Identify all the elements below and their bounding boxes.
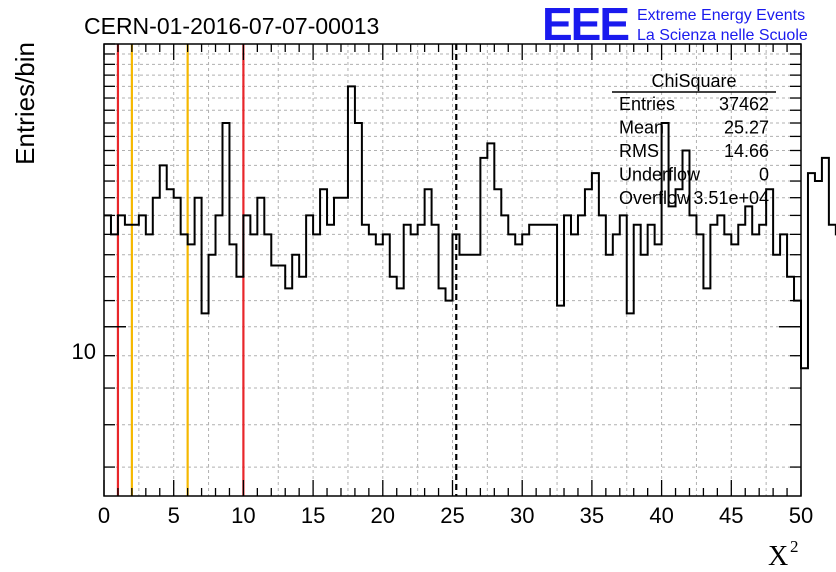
y-axis-label: Entries/bin [10,42,40,165]
x-tick-label: 5 [168,503,180,528]
x-tick-label: 0 [98,503,110,528]
marker-lines [116,44,458,496]
x-tick-label: 30 [510,503,534,528]
stats-row-value: 0 [759,165,769,185]
x-tick-label: 20 [371,503,395,528]
stats-row-label: Overflow [619,188,691,208]
logo-letters: EEE [542,0,628,50]
x-tick-label: 25 [440,503,464,528]
x-tick-label: 50 [789,503,813,528]
stats-row-label: RMS [619,141,659,161]
stats-row-value: 37462 [719,94,769,114]
stats-row-value: 14.66 [724,141,769,161]
x-axis-label-superscript: 2 [790,537,799,556]
logo-line-2: La Scienza nelle Scuole [637,27,808,44]
x-axis-label: X [768,541,788,572]
axis-ticks [103,43,802,496]
y-tick-label: 10 [72,339,96,364]
histogram-line [104,85,836,370]
x-tick-labels: 0 5 10 15 20 25 30 35 40 45 50 [98,503,813,528]
stats-box: ChiSquare Entries 37462 Mean 25.27 RMS 14.66 U… [612,71,776,208]
logo-line-1: Extreme Energy Events [637,7,805,24]
stats-row-value: 25.27 [724,118,769,138]
stats-row-value: 3.51e+04 [693,188,769,208]
x-tick-label: 35 [580,503,604,528]
chart-title: CERN-01-2016-07-07-00013 [84,13,379,39]
x-tick-label: 15 [301,503,325,528]
eee-logo: EEE Extreme Energy Events La Scienza nel… [542,0,808,50]
stats-row-label: Entries [619,94,675,114]
x-tick-label: 40 [649,503,673,528]
stats-row-label: Underflow [619,165,701,185]
stats-title: ChiSquare [651,71,736,91]
x-tick-label: 45 [719,503,743,528]
stats-row-label: Mean [619,118,664,138]
x-tick-label: 10 [231,503,255,528]
